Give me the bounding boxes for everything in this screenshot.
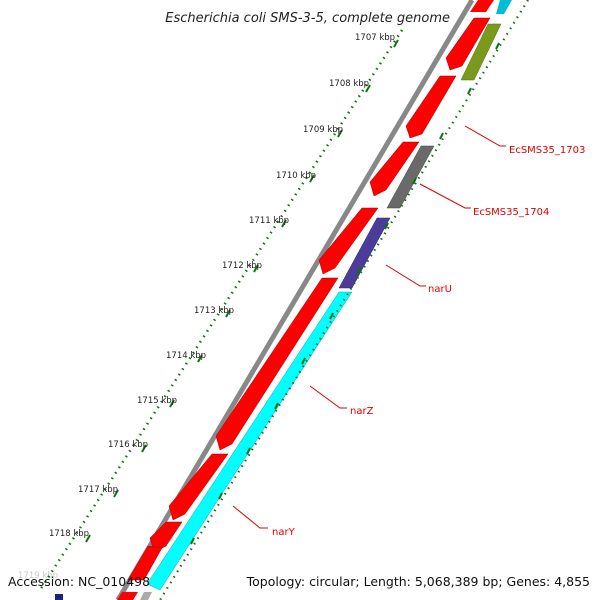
tick-1711	[281, 219, 287, 228]
cds-EcSMS35_1704	[386, 145, 435, 209]
cds-olive	[460, 23, 502, 81]
gene-label-narU: narU	[428, 284, 452, 295]
tick-label: 1711 kbp	[249, 216, 289, 226]
cds-cyan-top	[496, 0, 512, 14]
navy-mark	[55, 594, 63, 600]
cds-forward	[318, 207, 379, 275]
tick-label: 1715 kbp	[137, 396, 177, 406]
tick-label: 1707 kbp	[355, 33, 395, 43]
inner-tick	[190, 537, 195, 545]
scale-dotted-track	[38, 29, 404, 591]
genome-summary-text: Topology: circular; Length: 5,068,389 bp…	[246, 574, 590, 589]
tick-1713	[225, 309, 231, 318]
forward-strand	[117, 0, 494, 600]
tick-label-faded: 1719 kbp	[18, 571, 58, 581]
tick-1718	[85, 534, 91, 543]
inner-tick	[356, 267, 361, 275]
cds-forward	[117, 592, 138, 600]
cds-forward	[168, 453, 229, 521]
inner-tick	[329, 312, 334, 320]
gene-leaders	[232, 125, 506, 529]
inner-tick	[467, 87, 472, 95]
tick-label: 1716 kbp	[108, 440, 148, 450]
tick-1716	[141, 444, 147, 453]
tick-label: 1713 kbp	[194, 306, 234, 316]
inner-tick	[384, 222, 389, 230]
inner-tick	[412, 177, 417, 185]
inner-dotted-track	[159, 0, 529, 600]
cds-gray-bottom	[140, 592, 152, 600]
tick-label: 1718 kbp	[49, 529, 89, 539]
cds-narU	[338, 217, 391, 289]
inner-tick	[218, 492, 223, 500]
gene-label-EcSMS35_1703: EcSMS35_1703	[509, 145, 585, 156]
tick-1709	[337, 129, 343, 138]
cds-narY	[146, 291, 353, 591]
gene-label-EcSMS35_1704: EcSMS35_1704	[473, 207, 549, 218]
gene-label-narY: narY	[272, 527, 296, 538]
gene-label-narZ: narZ	[350, 406, 374, 417]
cds-forward	[127, 545, 163, 581]
scale-tick-labels: 1707 kbp 1708 kbp 1709 kbp 1710 kbp 1711…	[18, 33, 395, 581]
tick-1717	[113, 489, 119, 498]
leader-narZ	[309, 385, 347, 409]
inner-tick	[246, 447, 251, 455]
cds-forward	[470, 0, 494, 12]
cds-forward-narZ	[215, 277, 339, 451]
tick-label: 1712 kbp	[222, 261, 262, 271]
inner-tick	[439, 132, 444, 140]
tick-1710	[309, 174, 315, 183]
inner-tick	[301, 357, 306, 365]
tick-label: 1710 kbp	[276, 171, 316, 181]
scale-ticks	[85, 39, 399, 543]
tick-1708	[365, 84, 371, 93]
leader-EcSMS35_1704	[419, 183, 471, 209]
tick-1714	[197, 354, 203, 363]
leader-EcSMS35_1703	[464, 125, 506, 147]
tick-1707	[393, 39, 399, 48]
inner-tick	[274, 402, 279, 410]
accession-text: Accession: NC_010498	[8, 574, 151, 589]
reverse-strand	[140, 0, 512, 600]
cds-forward	[445, 17, 491, 71]
tick-1712	[253, 264, 259, 273]
tick-label: 1717 kbp	[78, 485, 118, 495]
tick-label: 1714 kbp	[166, 351, 206, 361]
cds-forward	[369, 141, 420, 197]
cds-forward	[405, 75, 457, 139]
gene-labels: EcSMS35_1703 EcSMS35_1704 narU narZ narY	[272, 145, 585, 538]
inner-tick	[495, 42, 500, 50]
leader-narU	[385, 264, 426, 287]
inner-ticks	[190, 42, 500, 545]
leader-narY	[232, 505, 268, 529]
tick-1715	[169, 399, 175, 408]
map-title: Escherichia coli SMS-3-5, complete genom…	[165, 11, 450, 26]
tick-label: 1709 kbp	[303, 125, 343, 135]
tick-label: 1708 kbp	[329, 79, 369, 89]
